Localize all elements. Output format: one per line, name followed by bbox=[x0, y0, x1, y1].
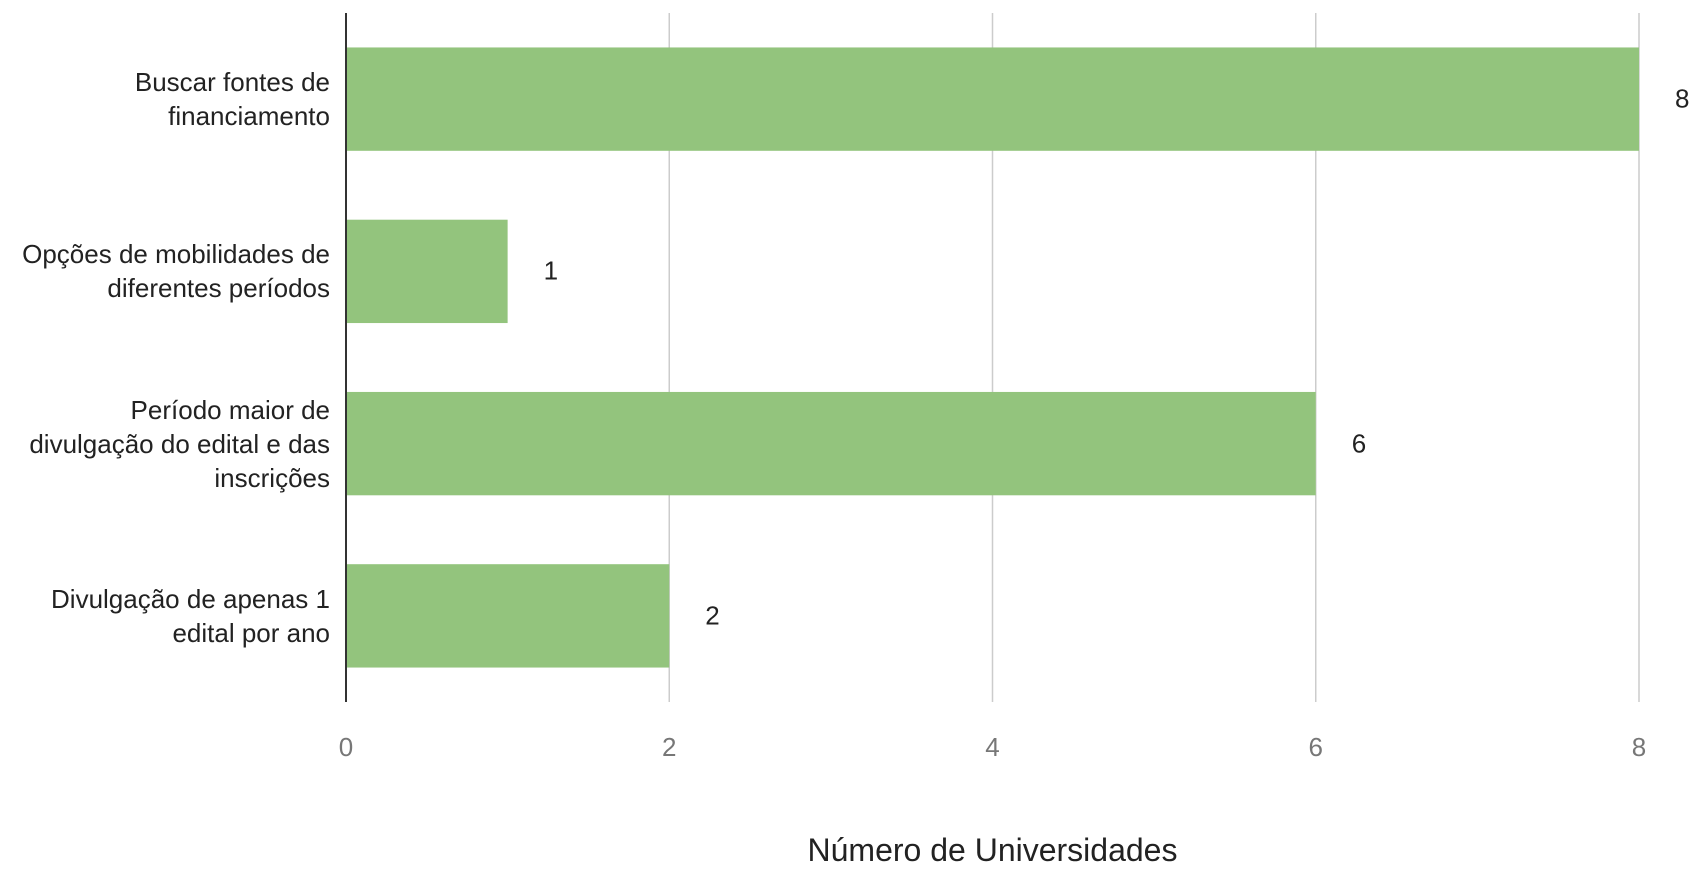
bar bbox=[346, 219, 508, 324]
x-tick-label: 2 bbox=[662, 732, 677, 762]
bar bbox=[346, 564, 670, 668]
y-tick-label: Período maior de divulgação do edital e … bbox=[29, 394, 330, 493]
value-label: 6 bbox=[1351, 428, 1367, 459]
value-label: 2 bbox=[705, 600, 720, 631]
x-tick-label: 0 bbox=[338, 732, 354, 762]
x-tick-label: 8 bbox=[1631, 732, 1647, 762]
y-tick-label: Opções de mobilidades de diferentes perí… bbox=[22, 239, 330, 304]
value-label: 1 bbox=[543, 255, 559, 286]
value-label: 8 bbox=[1675, 83, 1690, 114]
y-tick-label: Divulgação de apenas 1 edital por ano bbox=[51, 583, 330, 648]
bar bbox=[346, 47, 1639, 151]
y-tick-label: Buscar fontes de financiamento bbox=[134, 67, 330, 132]
bar bbox=[346, 391, 1316, 496]
x-tick-label: 4 bbox=[985, 732, 1000, 762]
x-tick-label: 6 bbox=[1308, 732, 1323, 762]
x-axis-title: Número de Universidades bbox=[807, 832, 1178, 868]
